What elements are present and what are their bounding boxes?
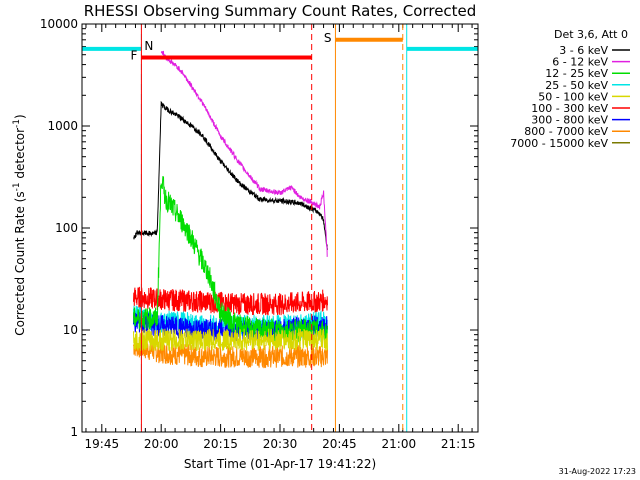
axes: 1 10 100 1000 10000 19:45 20:00 20:15 20:30 20:45… (40, 17, 478, 451)
y-axis-label-exp: -1 (12, 182, 22, 191)
x-tick-label: 20:00 (144, 437, 179, 451)
y-tick-label: 10 (63, 323, 78, 337)
x-tick-label: 20:45 (322, 437, 357, 451)
y-axis-label-main: Corrected Count Rate (s (13, 191, 27, 335)
x-tick-label: 20:15 (203, 437, 238, 451)
y-tick-label: 100 (55, 221, 78, 235)
series-line (133, 328, 328, 352)
series-line (133, 176, 328, 345)
y-axis-label: Corrected Count Rate (s-1 detector-1) (12, 114, 27, 335)
legend-label: 50 - 100 keV (538, 90, 608, 103)
annotation-label: S (324, 31, 332, 45)
chart-title: RHESSI Observing Summary Count Rates, Co… (84, 2, 477, 20)
series-line (133, 100, 328, 250)
annotation-label: N (144, 39, 153, 53)
x-tick-label: 19:45 (85, 437, 120, 451)
legend-label: 300 - 800 keV (531, 114, 608, 127)
series-line (160, 50, 328, 257)
y-tick-label: 1 (70, 425, 78, 439)
legend-title: Det 3,6, Att 0 (554, 28, 628, 41)
legend-label: 800 - 7000 keV (524, 125, 608, 138)
y-axis-label-exp2: -1 (12, 119, 22, 128)
series-layer (133, 50, 328, 369)
series-line (133, 336, 328, 369)
x-tick-label: 20:30 (263, 437, 298, 451)
annotations: NF S (81, 24, 479, 432)
y-tick-label: 10000 (40, 17, 78, 31)
x-axis-label: Start Time (01-Apr-17 19:41:22) (184, 457, 376, 471)
y-tick-label: 1000 (47, 119, 78, 133)
x-tick-label: 21:15 (441, 437, 476, 451)
legend-label: 3 - 6 keV (559, 44, 608, 57)
annotation-label: F (130, 48, 137, 62)
y-axis-label-close: ) (13, 114, 27, 119)
legend-label: 12 - 25 keV (545, 67, 608, 80)
legend-label: 7000 - 15000 keV (510, 137, 608, 150)
series-line (133, 286, 328, 316)
legend-label: 100 - 300 keV (531, 102, 608, 115)
y-axis-label-unit: detector (13, 128, 27, 183)
plot-frame (81, 23, 479, 433)
footer-date: 31-Aug-2022 17:23 (559, 467, 636, 476)
legend-label: 6 - 12 keV (552, 56, 608, 69)
x-tick-label: 21:00 (382, 437, 417, 451)
legend-label: 25 - 50 keV (545, 79, 608, 92)
